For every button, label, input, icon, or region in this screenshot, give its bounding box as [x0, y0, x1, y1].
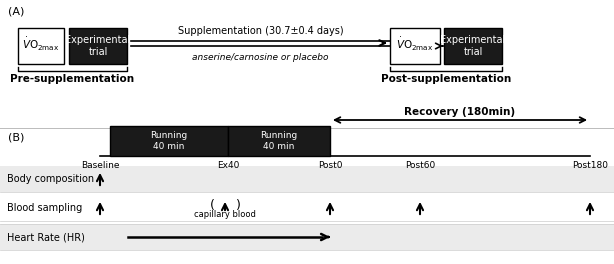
Bar [18, 28, 64, 64]
Text: (: ( [209, 200, 214, 213]
Text: ): ) [236, 200, 241, 213]
Text: Pre-supplementation: Pre-supplementation [10, 74, 134, 84]
Text: Post60: Post60 [405, 161, 435, 169]
Text: $\dot{V}$O$_{\mathregular{2max}}$: $\dot{V}$O$_{\mathregular{2max}}$ [22, 35, 60, 53]
Text: Running
40 min: Running 40 min [260, 131, 298, 151]
Text: Blood sampling: Blood sampling [7, 203, 82, 213]
Bar [110, 126, 228, 156]
Bar [228, 126, 330, 156]
Text: (B): (B) [8, 132, 25, 142]
Bar [444, 28, 502, 64]
Text: (A): (A) [8, 7, 25, 17]
Bar [0, 166, 614, 192]
Text: Experimental
trial: Experimental trial [440, 35, 505, 57]
Text: anserine/carnosine or placebo: anserine/carnosine or placebo [192, 53, 328, 62]
Text: capillary blood: capillary blood [194, 210, 256, 219]
Text: Post180: Post180 [572, 161, 608, 169]
Bar [390, 28, 440, 64]
Text: $\dot{V}$O$_{\mathregular{2max}}$: $\dot{V}$O$_{\mathregular{2max}}$ [396, 35, 433, 53]
Bar [0, 195, 614, 221]
Text: Baseline: Baseline [81, 161, 119, 169]
Text: Running
40 min: Running 40 min [150, 131, 188, 151]
Text: Heart Rate (HR): Heart Rate (HR) [7, 232, 85, 242]
Text: Body composition: Body composition [7, 174, 94, 184]
Text: Experimental
trial: Experimental trial [65, 35, 131, 57]
Text: Ex40: Ex40 [217, 161, 239, 169]
Bar [69, 28, 127, 64]
Text: Post0: Post0 [318, 161, 342, 169]
Text: Post-supplementation: Post-supplementation [381, 74, 511, 84]
Bar [0, 224, 614, 250]
Text: Recovery (180min): Recovery (180min) [405, 107, 516, 117]
Text: Supplementation (30.7±0.4 days): Supplementation (30.7±0.4 days) [177, 26, 343, 36]
